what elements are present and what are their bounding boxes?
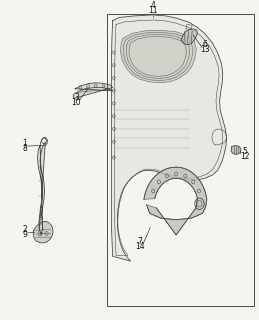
Circle shape: [40, 232, 42, 234]
Text: 8: 8: [22, 144, 27, 153]
Text: 2: 2: [22, 225, 27, 234]
Text: 13: 13: [200, 45, 210, 54]
Bar: [107, 14, 254, 306]
Text: 3: 3: [74, 92, 79, 101]
Text: 6: 6: [202, 40, 207, 49]
Text: 5: 5: [242, 147, 247, 156]
Polygon shape: [38, 142, 45, 231]
Polygon shape: [73, 83, 113, 98]
Polygon shape: [181, 29, 197, 44]
Text: 9: 9: [22, 230, 27, 239]
Text: 1: 1: [22, 139, 27, 148]
Text: 7: 7: [138, 236, 142, 245]
Polygon shape: [231, 146, 241, 155]
Text: 14: 14: [135, 242, 145, 251]
Text: 4: 4: [150, 1, 155, 10]
Text: 12: 12: [240, 152, 249, 161]
Polygon shape: [120, 30, 196, 83]
Polygon shape: [144, 167, 207, 235]
Text: 11: 11: [148, 6, 157, 15]
Text: 10: 10: [71, 98, 81, 107]
Polygon shape: [33, 221, 53, 243]
Polygon shape: [111, 15, 227, 261]
